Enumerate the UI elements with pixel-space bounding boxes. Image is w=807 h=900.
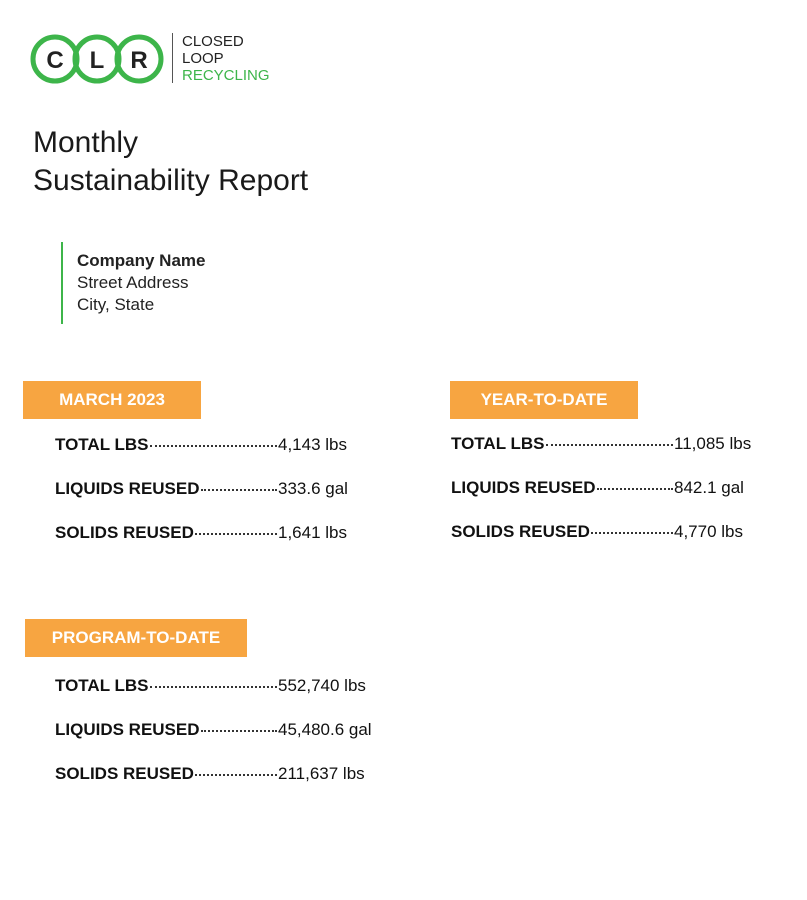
stat-value: 45,480.6 gal (278, 720, 372, 739)
logo-name: CLOSED LOOP RECYCLING (182, 33, 270, 84)
stat-value: 333.6 gal (278, 479, 348, 498)
stat-row: SOLIDS REUSED 1,641 lbs (55, 523, 347, 543)
stat-label: SOLIDS REUSED (55, 523, 194, 542)
city: City, State (77, 295, 155, 314)
stat-value: 552,740 lbs (278, 676, 366, 695)
stat-row: LIQUIDS REUSED 45,480.6 gal (55, 720, 372, 740)
dot-leader (200, 730, 277, 732)
title: Monthly Sustainability Report (33, 124, 308, 200)
stat-label: TOTAL LBS (55, 676, 149, 695)
logo-word: CLOSED (182, 33, 244, 50)
stat-value: 11,085 lbs (674, 434, 752, 453)
dot-leader (200, 489, 277, 491)
title-line: Sustainability Report (33, 164, 309, 197)
stat-row: LIQUIDS REUSED 842.1 gal (451, 478, 744, 498)
logo-word: RECYCLING (182, 67, 270, 84)
logo-letter: L (90, 47, 105, 74)
stat-value: 211,637 lbs (278, 764, 365, 783)
stat-leader: TOTAL LBS (451, 434, 674, 454)
section-heading: YEAR-TO-DATE (450, 381, 638, 419)
dot-leader (194, 774, 277, 776)
stat-row: TOTAL LBS 4,143 lbs (55, 435, 347, 455)
stat-label: LIQUIDS REUSED (55, 720, 200, 739)
section-heading: MARCH 2023 (23, 381, 201, 419)
stat-label: SOLIDS REUSED (451, 522, 590, 541)
stat-label: LIQUIDS REUSED (55, 479, 200, 498)
dot-leader (194, 533, 277, 535)
address-bar (61, 242, 63, 324)
street: Street Address (77, 273, 189, 292)
dot-leader (590, 532, 673, 534)
stat-row: TOTAL LBS 11,085 lbs (451, 434, 751, 454)
stat-label: TOTAL LBS (55, 435, 149, 454)
dot-leader (149, 686, 277, 688)
dot-leader (149, 445, 277, 447)
stat-leader: TOTAL LBS (55, 435, 278, 455)
stat-value: 842.1 gal (674, 478, 744, 497)
stat-label: LIQUIDS REUSED (451, 478, 596, 497)
stat-leader: LIQUIDS REUSED (55, 479, 278, 499)
logo-separator (172, 33, 173, 83)
stat-leader: LIQUIDS REUSED (451, 478, 674, 498)
stat-value: 4,143 lbs (278, 435, 347, 454)
logo-word: LOOP (182, 50, 224, 67)
stat-leader: TOTAL LBS (55, 676, 278, 696)
logo-letter: R (130, 47, 147, 74)
stat-value: 4,770 lbs (674, 522, 743, 541)
company-name: Company Name (77, 251, 206, 270)
dot-leader (545, 444, 673, 446)
stat-leader: LIQUIDS REUSED (55, 720, 278, 740)
stat-leader: SOLIDS REUSED (55, 764, 278, 784)
stat-row: TOTAL LBS 552,740 lbs (55, 676, 366, 696)
dot-leader (596, 488, 673, 490)
address: Company Name Street Address City, State (77, 250, 205, 316)
stat-row: SOLIDS REUSED 4,770 lbs (451, 522, 743, 542)
stat-row: LIQUIDS REUSED 333.6 gal (55, 479, 348, 499)
stat-row: SOLIDS REUSED 211,637 lbs (55, 764, 365, 784)
section-heading: PROGRAM-TO-DATE (25, 619, 247, 657)
stat-leader: SOLIDS REUSED (451, 522, 674, 542)
stat-leader: SOLIDS REUSED (55, 523, 278, 543)
logo-mark: C L R (30, 34, 164, 84)
stat-label: TOTAL LBS (451, 434, 545, 453)
stat-label: SOLIDS REUSED (55, 764, 194, 783)
stat-value: 1,641 lbs (278, 523, 347, 542)
title-line: Monthly (33, 126, 139, 159)
logo-letter: C (46, 47, 63, 74)
